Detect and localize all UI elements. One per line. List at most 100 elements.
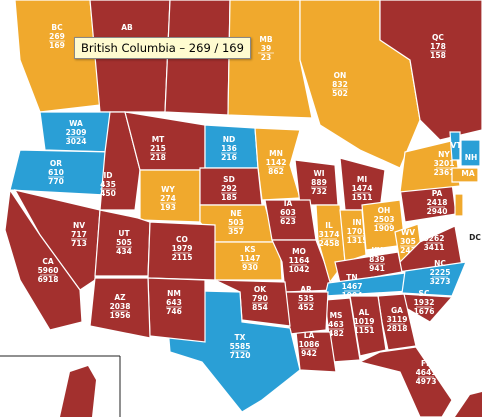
region-label: AL <box>359 308 370 317</box>
region-value: 1086 <box>299 340 320 349</box>
region-value: 930 <box>242 263 258 272</box>
region-value: 503 <box>228 218 244 227</box>
region-value: 2038 <box>110 302 131 311</box>
region-value: 732 <box>311 187 327 196</box>
region-label: NV <box>73 221 85 230</box>
region[interactable] <box>89 277 151 339</box>
region-label: CA <box>42 257 54 266</box>
region-value: 1467 <box>342 282 363 291</box>
region-label: MO <box>292 247 306 256</box>
region-label: VA <box>428 225 439 234</box>
region-value: 216 <box>221 153 237 162</box>
region-value: 1956 <box>110 311 131 320</box>
region-value: 450 <box>100 189 116 198</box>
region-value: 7120 <box>230 351 251 360</box>
region-value: 1019 <box>354 317 375 326</box>
tooltip: British Columbia – 269 / 169 <box>74 37 251 59</box>
region-value: 218 <box>150 153 166 162</box>
region[interactable] <box>379 0 482 141</box>
region-value: 1676 <box>414 307 435 316</box>
region-value: 2115 <box>172 253 193 262</box>
region-label: UT <box>118 229 130 238</box>
region[interactable] <box>454 193 464 217</box>
region-value: 2367 <box>434 168 455 177</box>
region-value: 1142 <box>266 158 287 167</box>
region-label: MI <box>357 175 367 184</box>
region-value: 3119 <box>387 315 408 324</box>
region-value: 1909 <box>374 224 395 233</box>
region-label: ID <box>103 171 112 180</box>
region-value: 505 <box>116 238 132 247</box>
region[interactable] <box>227 0 313 119</box>
region-value: 185 <box>221 193 237 202</box>
region[interactable] <box>214 241 283 281</box>
region[interactable] <box>401 261 467 297</box>
region[interactable] <box>14 0 101 113</box>
region-value: 305 <box>400 237 416 246</box>
region-value: 158 <box>430 51 446 60</box>
region-value: 434 <box>116 247 132 256</box>
region-label: AB <box>121 23 133 32</box>
region[interactable] <box>358 346 453 417</box>
region[interactable] <box>460 139 481 167</box>
region[interactable] <box>334 251 403 284</box>
region-value: 4641 <box>416 368 437 377</box>
region-value: 603 <box>280 208 296 217</box>
region-value: 1315 <box>347 236 368 245</box>
region-edge <box>455 392 482 417</box>
region-label: MA <box>461 169 474 178</box>
region[interactable] <box>399 139 461 193</box>
region-label: GA <box>391 306 403 315</box>
region-label: VT <box>451 141 463 150</box>
region-value: 357 <box>228 227 244 236</box>
region-label: IA <box>284 199 293 208</box>
region-value: 839 <box>369 255 385 264</box>
region-value: 717 <box>71 230 87 239</box>
region-label: ON <box>334 71 347 80</box>
region-value: 854 <box>252 303 268 312</box>
region-value: 832 <box>332 80 348 89</box>
region-label: DC <box>469 233 481 242</box>
region-label: NY <box>438 150 450 159</box>
region-value: 269 <box>49 32 65 41</box>
region-label: CO <box>176 235 188 244</box>
region-value: 3174 <box>319 230 340 239</box>
region-label: BC <box>51 23 63 32</box>
region-label: SC <box>419 289 430 298</box>
region-value: 4973 <box>416 377 437 386</box>
region-value: 5960 <box>38 266 59 275</box>
region-value: 610 <box>48 168 64 177</box>
region-value: 3201 <box>434 159 455 168</box>
region[interactable] <box>295 331 337 373</box>
alaska <box>60 366 96 417</box>
region-value: 942 <box>301 349 317 358</box>
region-value: 941 <box>369 264 385 273</box>
region[interactable] <box>451 167 479 183</box>
region-label: MN <box>269 149 283 158</box>
region-value: 1164 <box>289 256 310 265</box>
region-label: LA <box>304 331 315 340</box>
region-value: 1151 <box>354 326 375 335</box>
region-label: WI <box>313 169 324 178</box>
region[interactable] <box>271 239 336 293</box>
region-label: OH <box>378 206 391 215</box>
region-value: 178 <box>430 42 446 51</box>
region-value: 435 <box>100 180 116 189</box>
region-label: AR <box>300 285 312 294</box>
region-value: 1042 <box>289 265 310 274</box>
region-label: TN <box>346 273 357 282</box>
region-value: 1474 <box>352 184 373 193</box>
region-label: AZ <box>114 293 126 302</box>
region-label: FL <box>421 359 431 368</box>
region[interactable] <box>449 131 461 161</box>
region-label: QC <box>432 33 444 42</box>
region-value: 3411 <box>424 243 445 252</box>
region[interactable] <box>4 188 83 331</box>
region-value: 790 <box>252 294 268 303</box>
region-value: 862 <box>268 167 284 176</box>
region[interactable] <box>13 189 101 291</box>
region-label: ND <box>223 135 236 144</box>
region-value: 23 <box>261 53 271 62</box>
region-label: NM <box>167 289 181 298</box>
